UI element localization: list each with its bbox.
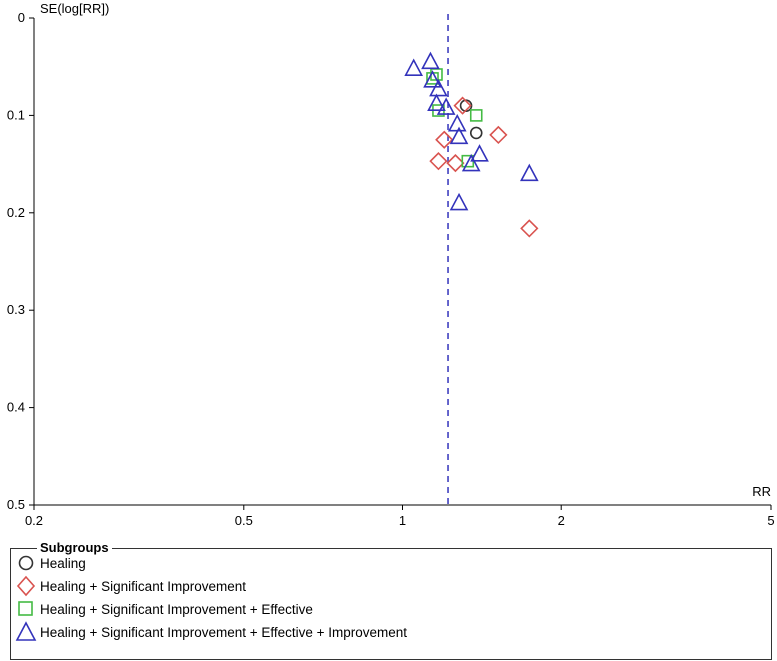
triangle-point: [404, 58, 424, 76]
legend-label: Healing + Significant Improvement: [40, 578, 246, 594]
circle-point: [469, 126, 483, 140]
axes: [29, 17, 772, 510]
triangle-point: [461, 153, 481, 172]
triangle-point: [447, 113, 467, 132]
triangle-point: [429, 78, 448, 97]
triangle-point: [436, 97, 456, 115]
x-axis-label: RR: [752, 484, 771, 499]
y-tick-label: 0.2: [7, 205, 25, 220]
legend-label: Healing + Significant Improvement + Effe…: [40, 601, 313, 617]
triangle-point: [423, 70, 442, 88]
y-tick-label: 0.3: [7, 302, 25, 317]
diamond-point: [520, 219, 539, 238]
triangle-point: [421, 51, 440, 70]
x-tick-label: 0.2: [25, 513, 43, 528]
legend-item-healing-significant-effective-improvement: Healing + Significant Improvement + Effe…: [15, 621, 407, 643]
legend-title: Subgroups: [37, 540, 112, 556]
legend-item-healing: Healing: [15, 552, 86, 574]
y-tick-label: 0.5: [7, 497, 25, 512]
legend: Subgroups Healing Healing + Significant …: [10, 540, 772, 660]
x-tick-label: 1: [399, 513, 406, 528]
diamond-point: [489, 125, 508, 145]
legend-item-healing-significant-effective: Healing + Significant Improvement + Effe…: [15, 598, 313, 620]
x-tick-label: 0.5: [235, 513, 253, 528]
diamond-point: [429, 152, 448, 171]
x-tick-label: 5: [767, 513, 774, 528]
triangle-point: [427, 93, 446, 112]
y-tick-label: 0: [18, 10, 25, 25]
diamond-point: [435, 130, 454, 149]
square-marker-icon: [18, 601, 33, 616]
x-tick-label: 2: [558, 513, 565, 528]
tick-labels: 00.10.20.30.40.50.2 0.5 1 2 5: [7, 10, 775, 528]
y-tick-label: 0.4: [7, 400, 25, 415]
diamond-point: [446, 153, 465, 173]
circle-marker-icon: [18, 555, 34, 571]
legend-label: Healing: [40, 555, 86, 571]
legend-label: Healing + Significant Improvement + Effe…: [40, 624, 408, 640]
diamond-marker-icon: [16, 575, 36, 597]
legend-item-healing-significant: Healing + Significant Improvement: [15, 575, 246, 597]
triangle-point: [470, 144, 489, 162]
funnel-plot: 00.10.20.30.40.50.2 0.5 1 2 5 SE(log[RR]) RR: [7, 1, 775, 528]
y-axis-label: SE(log[RR]): [40, 1, 109, 16]
triangle-point: [449, 126, 469, 145]
triangle-marker-icon: [15, 621, 37, 641]
data-points: [404, 51, 539, 238]
triangle-point: [449, 192, 469, 211]
square-point: [469, 109, 483, 122]
diamond-point: [453, 96, 472, 115]
y-tick-label: 0.1: [7, 107, 25, 122]
triangle-point: [519, 163, 539, 182]
